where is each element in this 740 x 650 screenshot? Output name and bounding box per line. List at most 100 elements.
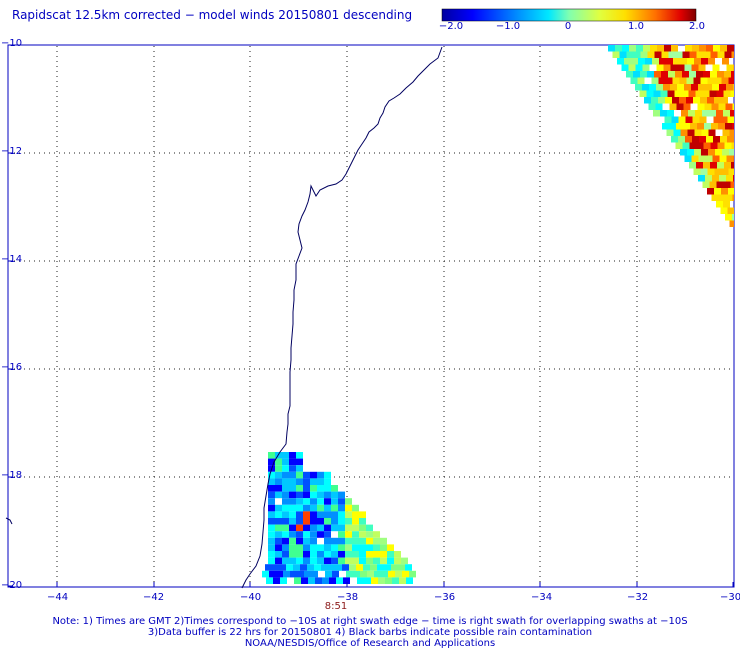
swath-tile bbox=[345, 557, 352, 565]
map-title: Rapidscat 12.5km corrected − model winds… bbox=[12, 8, 413, 22]
swath-tile bbox=[296, 504, 303, 512]
swath-tile bbox=[275, 511, 282, 518]
swath-tile bbox=[262, 570, 269, 578]
swath-tile bbox=[352, 557, 359, 565]
grid-lines bbox=[9, 46, 733, 586]
swath-tile bbox=[310, 491, 317, 499]
swath-tile bbox=[317, 498, 324, 505]
swath-tile bbox=[669, 123, 676, 130]
swath-tile bbox=[289, 524, 296, 532]
swath-tile bbox=[714, 188, 721, 195]
swath-tile bbox=[724, 142, 732, 149]
swath-tile bbox=[324, 518, 331, 525]
swath-tile bbox=[722, 58, 729, 65]
axis-ticks bbox=[8, 44, 734, 587]
swath-tile bbox=[275, 458, 282, 466]
swath-tile bbox=[658, 97, 665, 104]
swath-tile bbox=[317, 511, 324, 518]
swath-tile bbox=[268, 485, 275, 492]
swath-tile bbox=[352, 551, 359, 558]
swath-tile bbox=[707, 188, 714, 195]
swath-tile bbox=[679, 77, 687, 84]
swath-tile bbox=[373, 551, 380, 558]
swath-tile bbox=[310, 551, 317, 558]
swath-tile bbox=[331, 551, 338, 558]
swath-tile bbox=[282, 471, 289, 479]
swath-tile bbox=[387, 544, 394, 551]
swath-tile bbox=[296, 557, 303, 565]
swath-tile bbox=[701, 129, 709, 136]
swath-tile bbox=[331, 518, 338, 525]
swath-tile bbox=[324, 551, 331, 558]
lat-label-16: −16 bbox=[1, 362, 23, 373]
swath-tile bbox=[282, 557, 289, 565]
swath-tile bbox=[728, 77, 734, 84]
swath-tile bbox=[268, 511, 275, 518]
swath-tile bbox=[692, 45, 699, 52]
swath-tile bbox=[624, 58, 631, 65]
swath-tile bbox=[633, 51, 641, 58]
swath-tile bbox=[321, 564, 328, 571]
swath-tile bbox=[733, 175, 734, 182]
swath-tile bbox=[371, 577, 378, 584]
swath-tile bbox=[275, 551, 282, 558]
swath-tile bbox=[343, 577, 350, 584]
swath-tile bbox=[719, 155, 727, 162]
swath-tile bbox=[635, 64, 643, 71]
swath-tile bbox=[696, 51, 704, 58]
swath-tile bbox=[359, 518, 366, 525]
swath-tile bbox=[619, 51, 627, 58]
swath-tile bbox=[311, 570, 318, 578]
swath-tile bbox=[714, 168, 722, 175]
swath-tile bbox=[684, 155, 692, 162]
swath-tile bbox=[720, 116, 728, 123]
swath-tile bbox=[707, 77, 715, 84]
swath-tile bbox=[635, 84, 642, 91]
swath-tile bbox=[700, 77, 708, 84]
swath-tile bbox=[268, 537, 275, 545]
swath-tile bbox=[377, 564, 384, 571]
swath-tile bbox=[268, 452, 275, 459]
swath-tile bbox=[331, 485, 338, 492]
swath-tile bbox=[310, 518, 317, 525]
swath-tile bbox=[726, 155, 734, 162]
swath-tile bbox=[687, 149, 694, 156]
swath-tile bbox=[317, 531, 324, 538]
swath-tile bbox=[698, 64, 706, 71]
swath-tile bbox=[275, 531, 282, 538]
lon-label-34: −34 bbox=[531, 592, 553, 603]
swath-tile bbox=[384, 564, 391, 571]
swath-tile bbox=[329, 577, 336, 584]
swath-tile bbox=[682, 71, 689, 78]
swath-tile bbox=[722, 129, 730, 136]
swath-tile bbox=[398, 564, 405, 571]
swath-tile bbox=[615, 45, 622, 52]
lon-label-36: −36 bbox=[434, 592, 456, 603]
swath-tile bbox=[317, 485, 324, 492]
swath-tile bbox=[331, 537, 338, 545]
swath-tile bbox=[282, 504, 289, 512]
swath-tile bbox=[640, 51, 648, 58]
swath-tile bbox=[315, 577, 322, 584]
lat-label-14: −14 bbox=[1, 254, 23, 265]
swath-tile bbox=[727, 136, 734, 143]
swath-tile bbox=[671, 116, 679, 123]
swath-tile bbox=[296, 485, 303, 492]
swath-tile bbox=[283, 570, 290, 578]
lat-label-18: −18 bbox=[1, 470, 23, 481]
swath-tile bbox=[310, 557, 317, 565]
swath-tile bbox=[702, 110, 709, 117]
swath-tile bbox=[275, 485, 282, 492]
swath-tile bbox=[643, 45, 650, 52]
swath-tile bbox=[653, 90, 661, 97]
lon-label-38: −38 bbox=[337, 592, 359, 603]
swath-tile bbox=[338, 544, 345, 551]
swath-tile bbox=[708, 129, 716, 136]
swath-tile bbox=[289, 478, 296, 485]
swath-tile bbox=[373, 544, 380, 551]
colorbar-label-zero: 0 bbox=[564, 21, 572, 32]
swath-tile bbox=[703, 51, 711, 58]
swath-tile bbox=[721, 188, 728, 195]
swath-tile bbox=[359, 524, 366, 532]
swath-tile bbox=[726, 84, 733, 91]
